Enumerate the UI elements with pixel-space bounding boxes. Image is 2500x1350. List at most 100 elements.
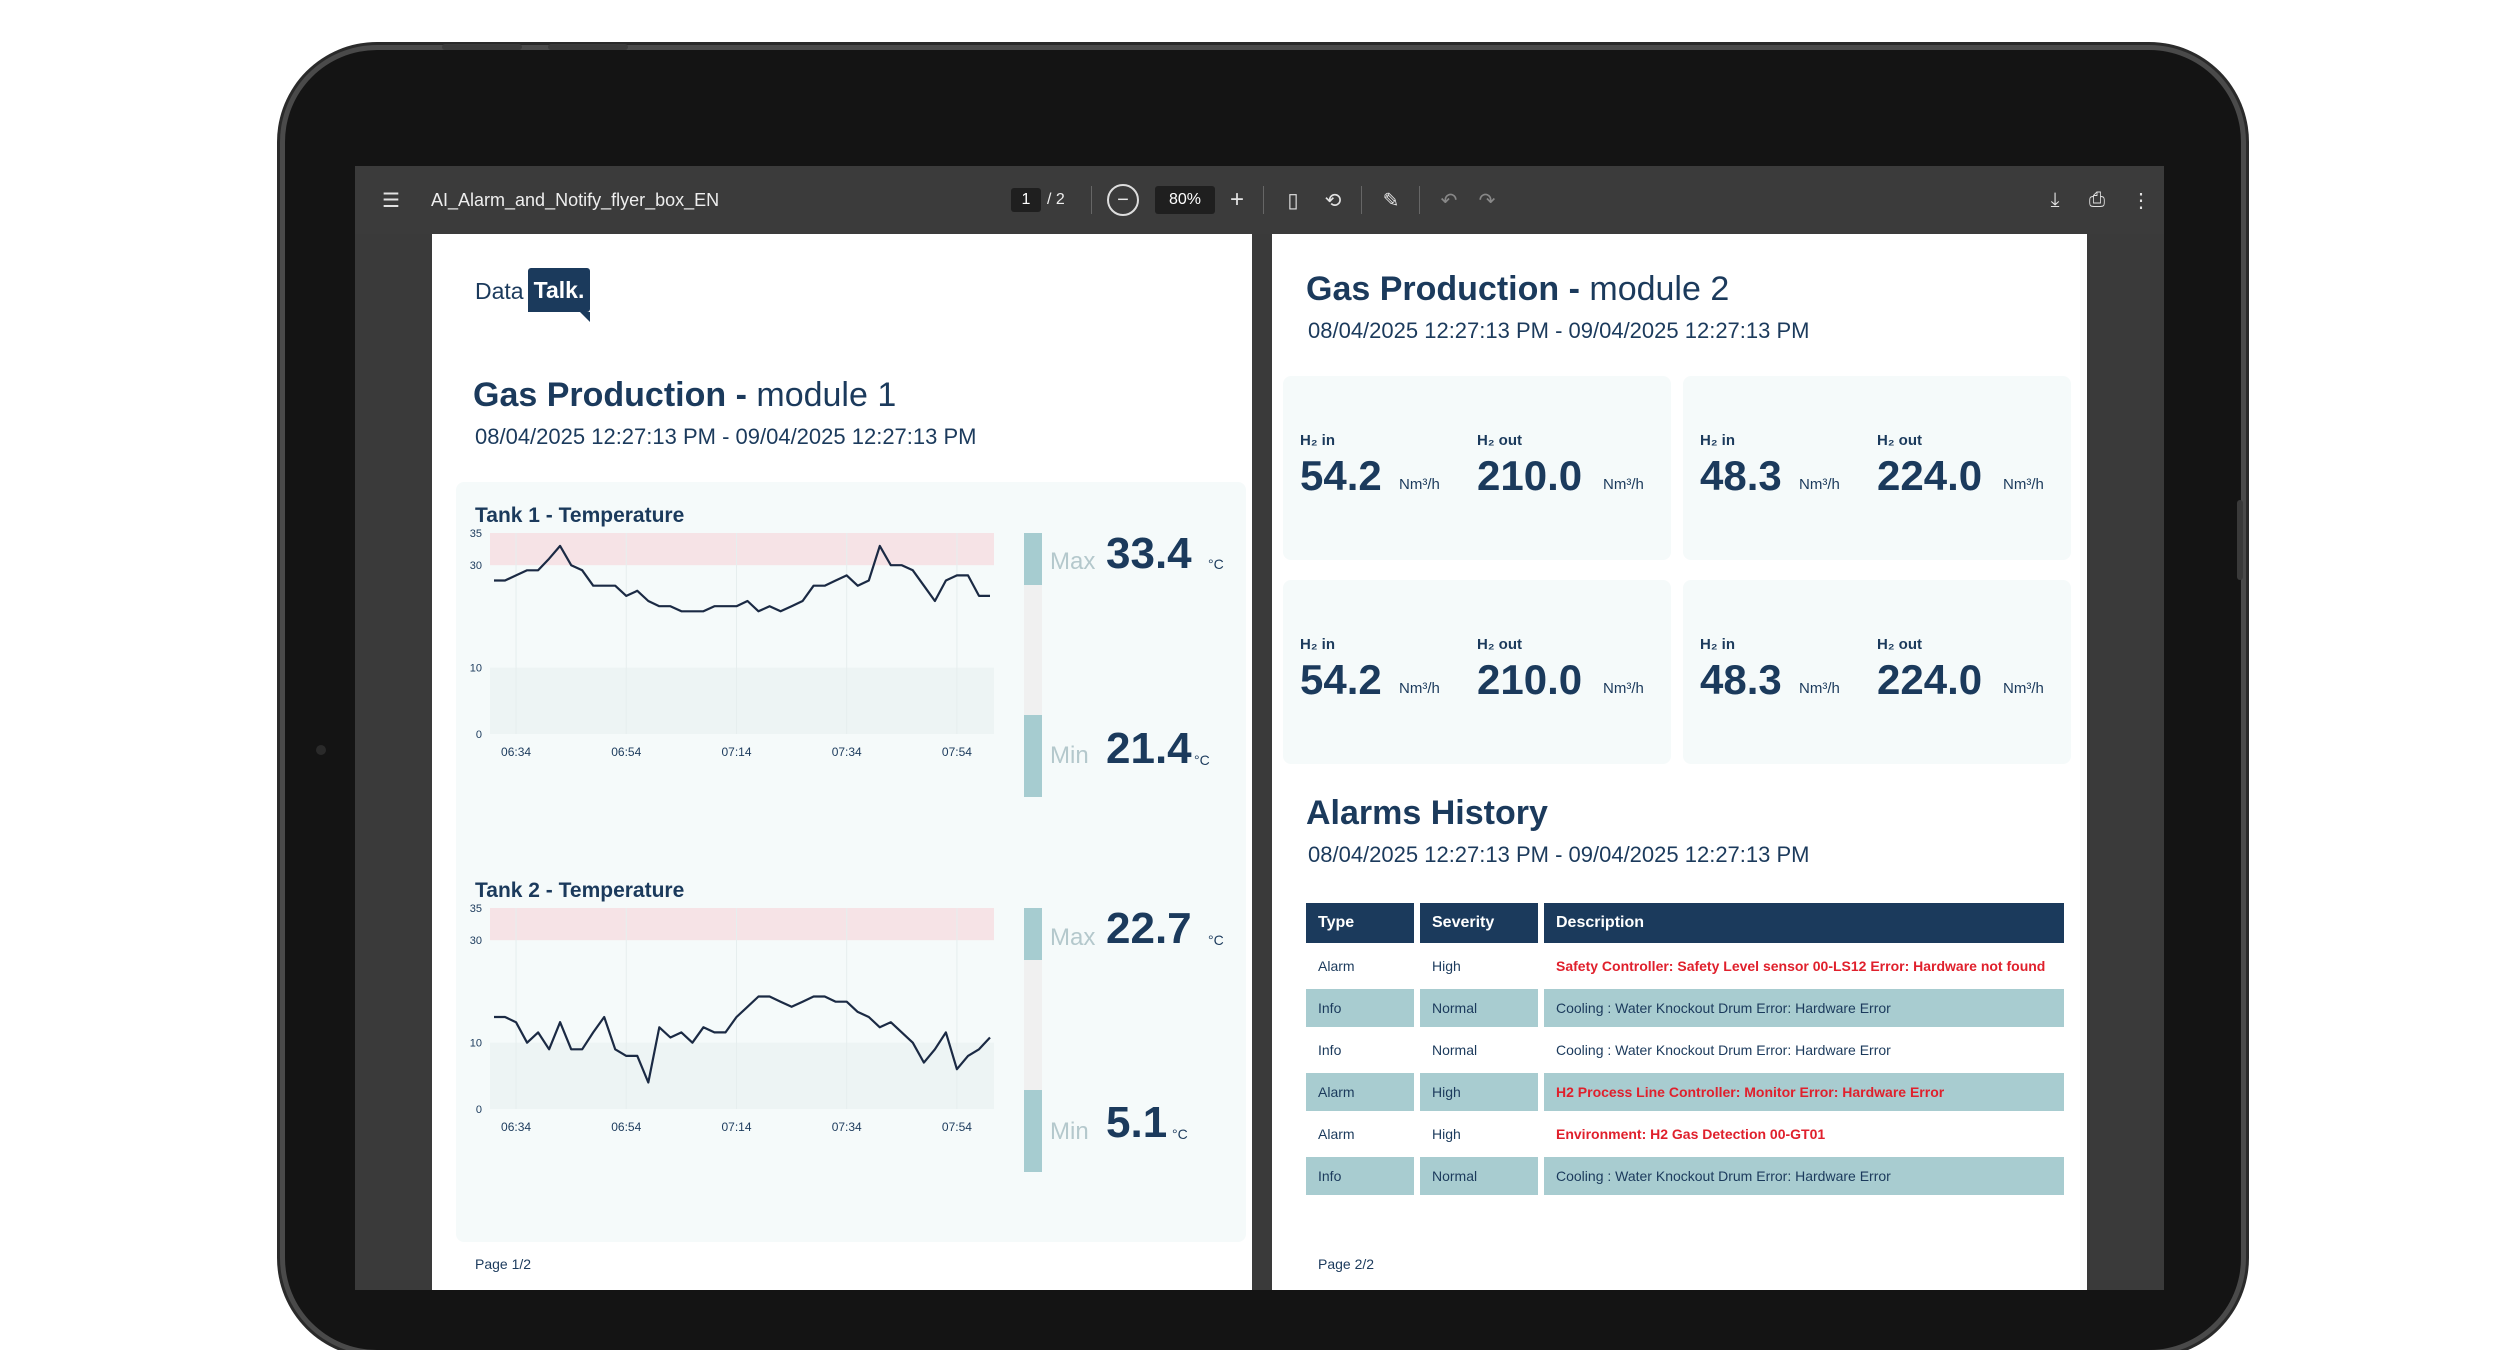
h2-out-unit: Nm³/h — [2003, 680, 2044, 697]
x-tick-label: 06:34 — [501, 1120, 531, 1134]
y-tick-label: 10 — [470, 1038, 482, 1050]
max-label: Max — [1050, 924, 1096, 951]
h2-in-value: 54.2 — [1300, 452, 1382, 499]
h2-out-value: 210.0 — [1477, 452, 1583, 499]
production-card: H₂ in 48.3 Nm³/h H₂ out 224.0 Nm³/h — [1683, 376, 2071, 560]
h2-in-unit: Nm³/h — [1799, 476, 1840, 493]
charts-panel — [456, 482, 1246, 1242]
y-tick-label: 0 — [476, 729, 482, 741]
h2-in-unit: Nm³/h — [1799, 680, 1840, 697]
x-tick-label: 06:34 — [501, 745, 531, 759]
h2-in-label: H₂ in — [1300, 432, 1335, 449]
description-cell: Cooling : Water Knockout Drum Error: Har… — [1556, 1042, 1891, 1058]
tablet-button-top-2 — [548, 44, 628, 50]
fit-page-icon[interactable]: ▯ — [1287, 189, 1299, 212]
h2-out-label: H₂ out — [1477, 636, 1522, 653]
page-footer: Page 1/2 — [475, 1256, 532, 1272]
undo-icon[interactable]: ↶ — [1440, 189, 1458, 212]
min-label: Min — [1050, 1118, 1089, 1145]
table-row: Alarm High H2 Process Line Controller: Mon… — [1306, 1073, 2064, 1111]
page-total: / 2 — [1047, 191, 1065, 208]
description-cell: Cooling : Water Knockout Drum Error: Har… — [1544, 1157, 2064, 1195]
min-value: 21.4 — [1106, 724, 1192, 773]
date-range: 08/04/2025 12:27:13 PM - 09/04/2025 12:2… — [1308, 318, 1810, 343]
x-tick-label: 06:54 — [611, 745, 641, 759]
x-tick-label: 07:54 — [942, 1120, 972, 1134]
page-gutter — [1252, 234, 1272, 1290]
pdf-page-1: Data Talk. Gas Production - module 1 08/… — [432, 234, 1252, 1290]
h2-out-label: H₂ out — [1477, 432, 1522, 449]
logo-word-data: Data — [475, 278, 524, 304]
min-label: Min — [1050, 742, 1089, 769]
toolbar-divider — [1361, 186, 1362, 214]
min-bar — [1024, 715, 1042, 797]
menu-icon[interactable]: ☰ — [382, 189, 400, 212]
camera-dot — [316, 745, 326, 755]
type-cell: Alarm — [1318, 1126, 1355, 1142]
max-unit: °C — [1208, 932, 1224, 948]
range-bar — [1024, 585, 1042, 715]
annotate-icon[interactable]: ✎ — [1382, 189, 1400, 212]
alarms-table-body: Alarm High Safety Controller: Safety Level… — [1306, 947, 2064, 1195]
chart-title-tank-2: Tank 2 - Temperature — [475, 879, 685, 902]
type-cell: Alarm — [1318, 958, 1355, 974]
description-cell: Safety Controller: Safety Level sensor 0… — [1556, 958, 2046, 974]
max-value: 22.7 — [1106, 904, 1192, 953]
x-tick-label: 07:34 — [832, 1120, 862, 1134]
zoom-level-input[interactable]: 80% — [1155, 186, 1215, 214]
type-cell: Info — [1306, 989, 1414, 1027]
table-row: Alarm High Environment: H2 Gas Detection 0… — [1306, 1115, 2064, 1153]
table-row: Info Normal Cooling : Water Knockout Drum … — [1306, 1031, 2064, 1069]
max-bar — [1024, 533, 1042, 585]
document-title: AI_Alarm_and_Notify_flyer_box_EN — [431, 189, 720, 210]
page-title: Gas Production - module 2 — [1306, 270, 1729, 309]
column-header: Type — [1306, 903, 1414, 943]
alarms-title: Alarms History — [1306, 794, 1548, 833]
temperature-series-line — [494, 544, 990, 613]
max-unit: °C — [1208, 556, 1224, 572]
severity-cell: High — [1420, 1073, 1538, 1111]
description-cell: Cooling : Water Knockout Drum Error: Har… — [1544, 989, 2064, 1027]
tablet-button-side — [2237, 500, 2243, 580]
h2-in-label: H₂ in — [1700, 636, 1735, 653]
h2-out-value: 224.0 — [1877, 452, 1983, 499]
table-row: Info Normal Cooling : Water Knockout Drum … — [1306, 989, 2064, 1027]
min-bar — [1024, 1090, 1042, 1172]
print-icon[interactable]: ⎙ — [2089, 188, 2105, 211]
description-cell: Environment: H2 Gas Detection 00-GT01 — [1556, 1126, 1826, 1142]
high-threshold-band — [490, 533, 994, 566]
download-icon[interactable]: ⤓ — [2050, 188, 2060, 211]
tank-1-temperature-chart: 0 10 30 35 06:34 06:54 07:14 07:34 07:54 — [470, 528, 994, 759]
pdf-viewer: ☰ AI_Alarm_and_Notify_flyer_box_EN 1 / 2… — [355, 166, 2164, 1290]
page-number-input[interactable]: 1 — [1011, 188, 1041, 212]
table-row: Alarm High Safety Controller: Safety Level… — [1306, 947, 2064, 985]
high-threshold-band — [490, 908, 994, 941]
date-range: 08/04/2025 12:27:13 PM - 09/04/2025 12:2… — [475, 424, 977, 449]
alarms-table-header: Type Severity Description — [1306, 903, 2064, 943]
min-unit: °C — [1194, 752, 1210, 768]
more-icon[interactable]: ⋮ — [2131, 189, 2151, 212]
chart-title-tank-1: Tank 1 - Temperature — [475, 504, 685, 527]
rotate-icon[interactable]: ⟲ — [1324, 189, 1342, 212]
zoom-in-icon[interactable]: + — [1229, 186, 1244, 213]
min-unit: °C — [1172, 1126, 1188, 1142]
max-value: 33.4 — [1106, 529, 1192, 578]
h2-in-value: 54.2 — [1300, 656, 1382, 703]
y-tick-label: 10 — [470, 663, 482, 675]
y-tick-label: 35 — [470, 528, 482, 540]
page-title: Gas Production - module 1 — [473, 376, 896, 415]
severity-cell: Normal — [1432, 1042, 1478, 1058]
h2-out-label: H₂ out — [1877, 432, 1922, 449]
redo-icon[interactable]: ↷ — [1478, 189, 1496, 212]
h2-out-unit: Nm³/h — [2003, 476, 2044, 493]
logo-speech-tail — [580, 312, 590, 322]
zoom-out-icon[interactable]: − — [1107, 184, 1139, 216]
y-tick-label: 0 — [476, 1104, 482, 1116]
column-header: Description — [1544, 903, 2064, 943]
severity-cell: Normal — [1420, 989, 1538, 1027]
production-card: H₂ in 54.2 Nm³/h H₂ out 210.0 Nm³/h — [1283, 376, 1671, 560]
title-module: module 2 — [1579, 270, 1730, 308]
max-bar — [1024, 908, 1042, 960]
severity-cell: Normal — [1420, 1157, 1538, 1195]
pdf-toolbar: ☰ AI_Alarm_and_Notify_flyer_box_EN 1 / 2… — [355, 166, 2164, 234]
